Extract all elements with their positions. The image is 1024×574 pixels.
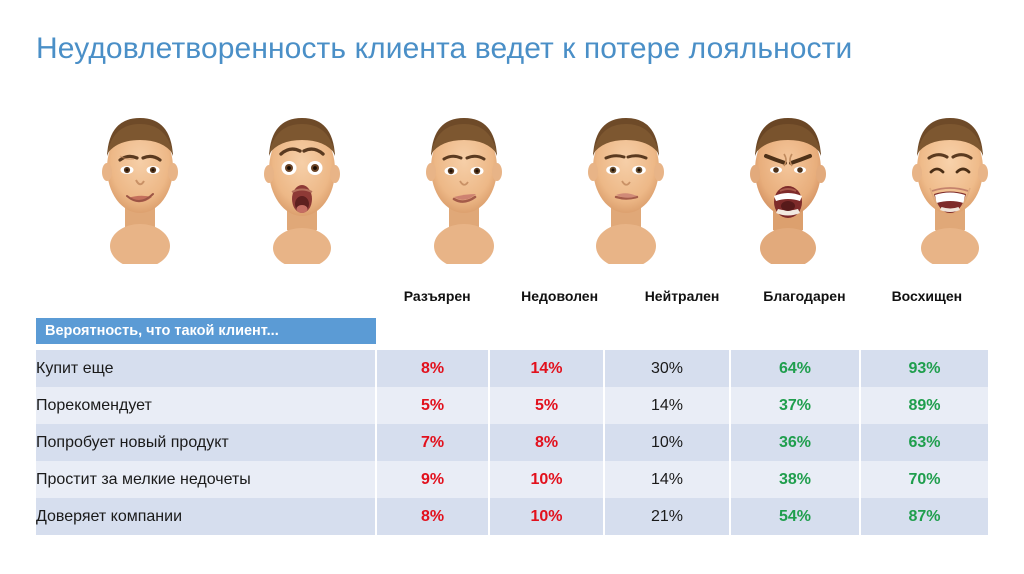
cell-value: 36% [730,424,861,461]
emotion-faces-strip [80,96,1010,264]
cell-value: 9% [376,461,490,498]
row-label: Доверяет компании [36,498,377,535]
column-header-razyaren: Разъярен [403,288,471,304]
cell-value: 89% [860,387,988,424]
table-row: Порекомендует 5% 5% 14% 37% 89% [36,387,988,424]
table-row: Купит еще 8% 14% 30% 64% 93% [36,350,988,387]
cell-value: 10% [604,424,731,461]
cell-value: 14% [604,387,731,424]
cell-value: 37% [730,387,861,424]
face-angry-photo [728,96,848,264]
row-label: Купит еще [36,350,377,387]
cell-value: 10% [489,498,605,535]
cell-value: 54% [730,498,861,535]
column-header-nedovolen: Недоволен [521,288,599,304]
cell-value: 64% [730,350,861,387]
face-shocked-photo [242,96,362,264]
table-row: Простит за мелкие недочеты 9% 10% 14% 38… [36,461,988,498]
cell-value: 30% [604,350,731,387]
cell-value: 63% [860,424,988,461]
table-row: Попробует новый продукт 7% 8% 10% 36% 63… [36,424,988,461]
cell-value: 8% [376,498,490,535]
cell-value: 8% [376,350,490,387]
cell-value: 5% [376,387,490,424]
face-sad-photo [404,96,524,264]
cell-value: 14% [604,461,731,498]
cell-value: 7% [376,424,490,461]
cell-value: 5% [489,387,605,424]
cell-value: 87% [860,498,988,535]
row-label: Порекомендует [36,387,377,424]
column-header-neitralen: Нейтрален [644,288,720,304]
face-upset-photo [80,96,200,264]
column-header-voshishchen: Восхищен [891,288,963,304]
cell-value: 38% [730,461,861,498]
loyalty-probability-table: Купит еще 8% 14% 30% 64% 93% Порекоменду… [36,350,988,535]
probability-banner: Вероятность, что такой клиент... [36,318,376,344]
row-label: Простит за мелкие недочеты [36,461,377,498]
page-title: Неудовлетворенность клиента ведет к поте… [36,32,853,65]
cell-value: 10% [489,461,605,498]
cell-value: 70% [860,461,988,498]
cell-value: 14% [489,350,605,387]
row-label: Попробует новый продукт [36,424,377,461]
column-header-blagodaren: Благодарен [763,288,846,304]
cell-value: 93% [860,350,988,387]
table-column-headers: Разъярен Недоволен Нейтрален Благодарен … [376,285,988,307]
cell-value: 21% [604,498,731,535]
table-row: Доверяет компании 8% 10% 21% 54% 87% [36,498,988,535]
face-neutral-photo [566,96,686,264]
cell-value: 8% [489,424,605,461]
face-delighted-photo [890,96,1010,264]
